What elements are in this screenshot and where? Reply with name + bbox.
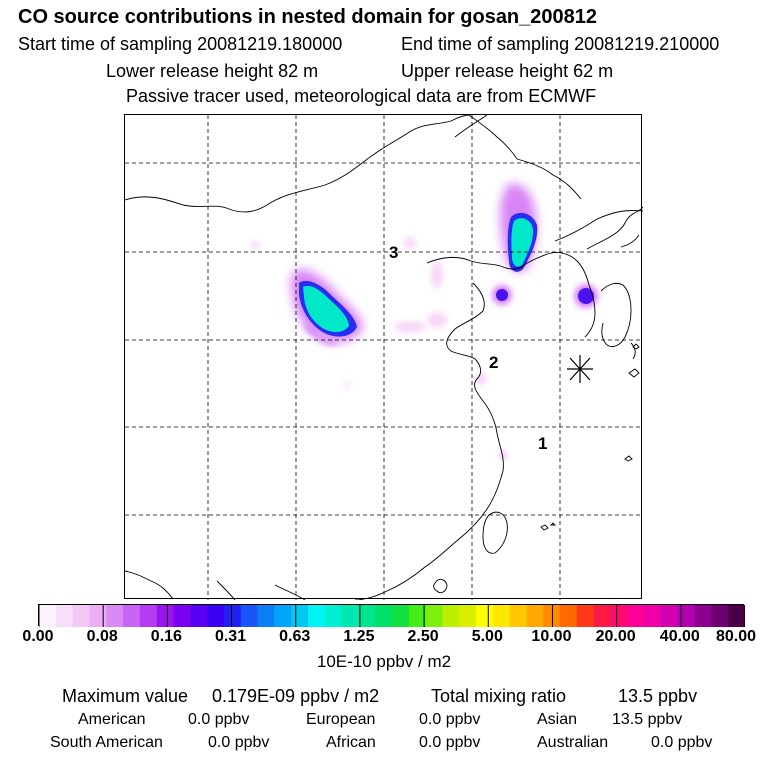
colorbar-cell [627, 605, 645, 627]
colorbar-tick-label: 0.08 [86, 628, 118, 645]
colorbar-cell [375, 605, 393, 627]
colorbar-cell [425, 605, 443, 627]
colorbar-cell [694, 605, 712, 627]
colorbar-canvas [39, 605, 745, 627]
plume-central-china [291, 269, 363, 345]
region-name-european: European [306, 711, 376, 728]
marker-label-2: 2 [489, 353, 498, 372]
colorbar-tick-label: 80.00 [715, 628, 757, 645]
colorbar-cell [509, 605, 527, 627]
colorbar-unit: 10E-10 ppbv / m2 [316, 652, 452, 671]
colorbar-tick-label: 5.00 [471, 628, 503, 645]
colorbar-cell [442, 605, 460, 627]
plume-northeast [500, 183, 538, 272]
graticule [125, 115, 643, 600]
colorbar-cell [560, 605, 578, 627]
colorbar-cell [728, 605, 745, 627]
colorbar-cell [610, 605, 628, 627]
colorbar-cell [123, 605, 141, 627]
tracer-note: Passive tracer used, meteorological data… [126, 86, 597, 106]
end-time-label: End time of sampling 20081219.210000 [401, 34, 720, 54]
colorbar-tick-label: 2.50 [407, 628, 439, 645]
colorbar-tick-label: 20.00 [595, 628, 636, 645]
colorbar-tick-label: 1.25 [343, 628, 375, 645]
colorbar-cell [324, 605, 343, 627]
colorbar-cell [526, 605, 544, 627]
colorbar-cell [459, 605, 477, 627]
colorbar-cell [55, 605, 74, 627]
max-value: 0.179E-09 ppbv / m2 [212, 686, 380, 706]
region-name-asian: Asian [537, 711, 578, 728]
map-canvas: 3 2 1 [125, 115, 643, 600]
colorbar-tick-label: 40.00 [659, 628, 700, 645]
colorbar-cell [207, 605, 225, 627]
region-value-american: 0.0 ppbv [188, 711, 250, 728]
colorbar-tick-label: 0.16 [150, 628, 182, 645]
colorbar-cell [492, 605, 511, 627]
region-value-south-american: 0.0 ppbv [208, 734, 270, 751]
colorbar-cell [392, 605, 410, 627]
marker-label-3: 3 [389, 243, 398, 262]
islands [433, 343, 640, 594]
colorbar-cell [139, 605, 158, 627]
colorbar-cell [677, 605, 696, 627]
region-name-south-american: South American [50, 734, 163, 751]
colorbar-cell [543, 605, 561, 627]
region-value-asian: 13.5 ppbv [612, 711, 683, 728]
colorbar-tick-label: 10.00 [531, 628, 572, 645]
faint-plumes [250, 237, 507, 460]
colorbar-cell [341, 605, 359, 627]
max-value-label: Maximum value [62, 686, 189, 706]
colorbar-cell [576, 605, 595, 627]
plume-korea [574, 284, 598, 308]
colorbar-cell [173, 605, 191, 627]
marker-label-1: 1 [538, 434, 547, 453]
upper-height-label: Upper release height 62 m [401, 61, 614, 81]
colorbar-cell [156, 605, 174, 627]
colorbar-cell [660, 605, 679, 627]
lower-height-label: Lower release height 82 m [106, 61, 319, 81]
colorbar-cell [72, 605, 90, 627]
colorbar-cell [408, 605, 427, 627]
colorbar-cell [593, 605, 612, 627]
region-value-european: 0.0 ppbv [419, 711, 481, 728]
start-time-label: Start time of sampling 20081219.180000 [18, 34, 343, 54]
colorbar-cell [644, 605, 662, 627]
region-value-australian: 0.0 ppbv [651, 734, 713, 751]
colorbar-cell [223, 605, 242, 627]
colorbar-tick-label: 0.00 [22, 628, 54, 645]
plot-title: CO source contributions in nested domain… [18, 6, 598, 28]
colorbar-cell [257, 605, 275, 627]
colorbar [38, 604, 745, 627]
plume-bohai [492, 285, 512, 305]
colorbar-cell [89, 605, 107, 627]
region-name-australian: Australian [537, 734, 609, 751]
colorbar-cell [106, 605, 124, 627]
colorbar-tick-label: 0.31 [214, 628, 247, 645]
colorbar-cell [39, 605, 57, 627]
colorbar-cell [190, 605, 208, 627]
colorbar-cell [291, 605, 309, 627]
region-name-american: American [78, 711, 146, 728]
colorbar-cell [307, 605, 326, 627]
colorbar-cell [358, 605, 376, 627]
total-mixing-value: 13.5 ppbv [618, 686, 698, 706]
receptor-asterisk-icon [567, 355, 593, 383]
coastlines [125, 115, 643, 600]
colorbar-cell [240, 605, 259, 627]
colorbar-cell [711, 605, 729, 627]
colorbar-cell [274, 605, 292, 627]
colorbar-tick-label: 0.63 [279, 628, 311, 645]
map-panel: 3 2 1 [124, 114, 643, 600]
colorbar-cell [476, 605, 494, 627]
total-mixing-label: Total mixing ratio [431, 686, 567, 706]
region-value-african: 0.0 ppbv [419, 734, 481, 751]
region-name-african: African [326, 734, 376, 751]
